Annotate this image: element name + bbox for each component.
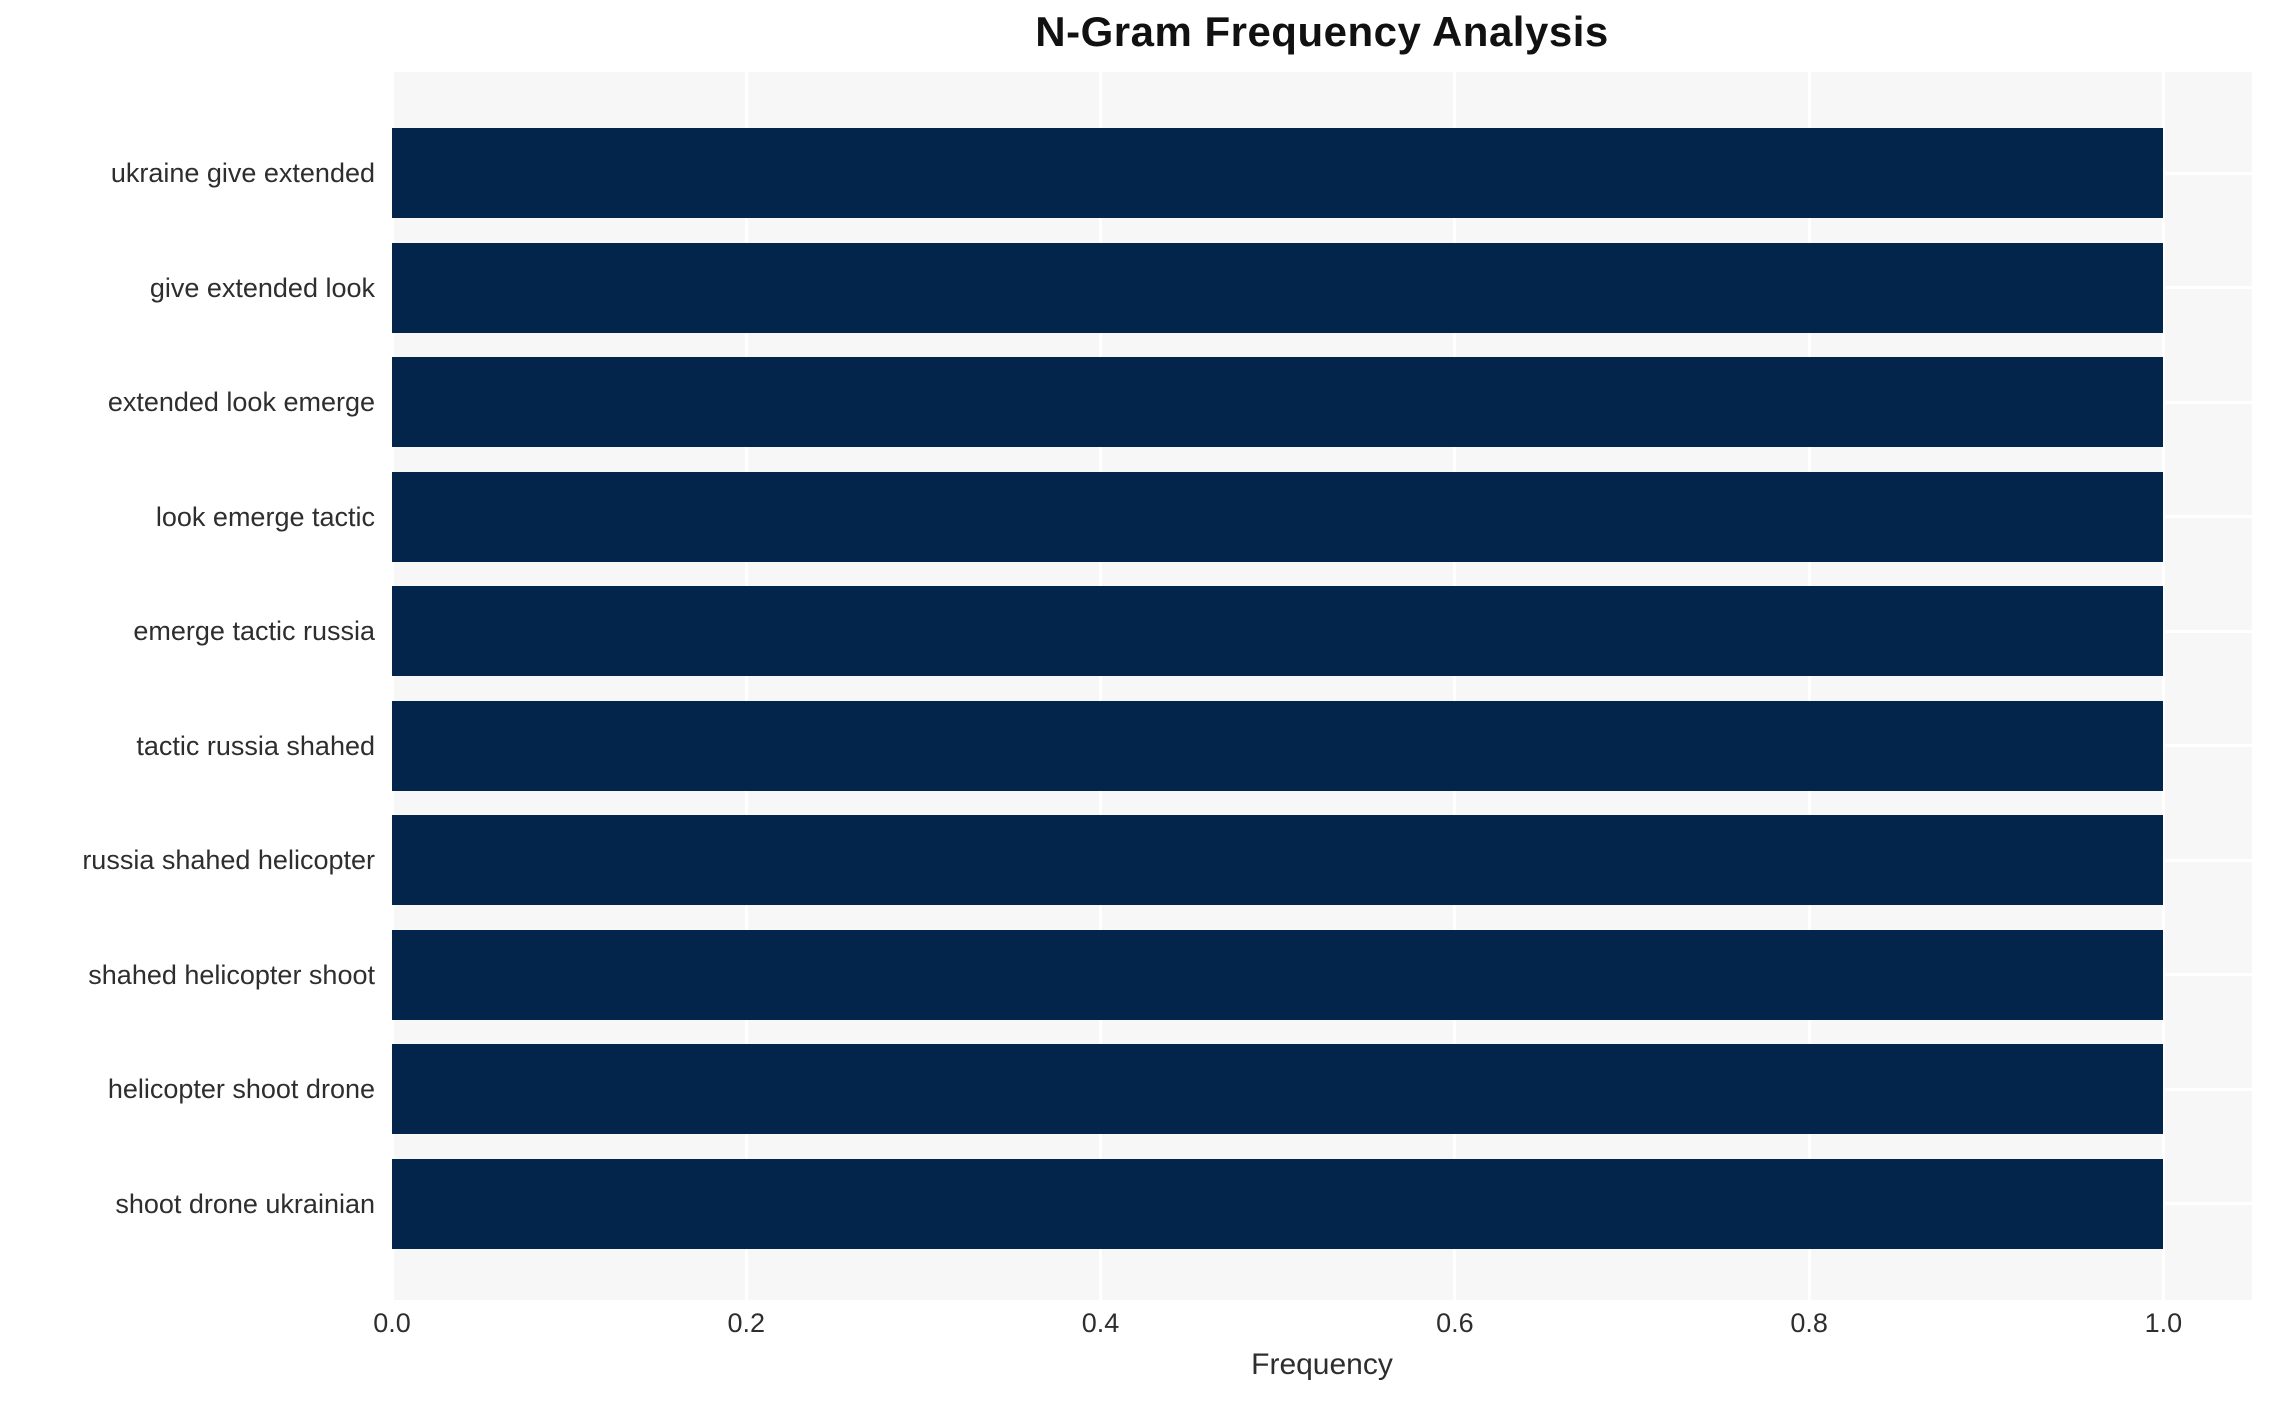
y-tick-label: emerge tactic russia xyxy=(133,616,375,646)
x-gridline xyxy=(1807,72,1811,1300)
x-gridline xyxy=(1453,72,1457,1300)
x-tick-label: 0.8 xyxy=(1790,1308,1828,1338)
x-gridline xyxy=(390,72,394,1300)
bar xyxy=(392,1158,2164,1249)
x-gridline xyxy=(2161,72,2165,1300)
x-tick-label: 0.2 xyxy=(727,1308,766,1338)
bar xyxy=(392,242,2164,333)
y-tick-label: russia shahed helicopter xyxy=(82,845,375,875)
x-tick-label: 0.6 xyxy=(1436,1308,1474,1338)
bar xyxy=(392,357,2164,447)
y-tick-label: tactic russia shahed xyxy=(136,730,375,761)
x-tick-label: 0.4 xyxy=(1081,1308,1120,1338)
plot-area xyxy=(390,72,2252,1300)
y-tick-label: extended look emerge xyxy=(107,387,375,417)
y-tick-label: look emerge tactic xyxy=(155,501,375,532)
y-tick-label: give extended look xyxy=(149,272,375,303)
bar xyxy=(392,1044,2164,1134)
y-tick-label: shahed helicopter shoot xyxy=(88,959,375,990)
bar xyxy=(392,815,2164,905)
x-gridline xyxy=(744,72,748,1300)
x-tick-label: 1.0 xyxy=(2144,1308,2183,1338)
x-gridline xyxy=(1099,72,1103,1300)
x-axis-label: Frequency xyxy=(1251,1348,1393,1381)
bar xyxy=(392,700,2164,791)
bar xyxy=(392,586,2164,676)
y-tick-label: shoot drone ukrainian xyxy=(115,1188,375,1219)
chart-title: N-Gram Frequency Analysis xyxy=(1035,8,1609,55)
y-tick-label: helicopter shoot drone xyxy=(107,1074,375,1104)
bar xyxy=(392,471,2164,562)
bar xyxy=(392,128,2164,218)
bar xyxy=(392,929,2164,1020)
y-tick-label: ukraine give extended xyxy=(110,158,375,188)
x-tick-label: 0.0 xyxy=(373,1308,411,1338)
